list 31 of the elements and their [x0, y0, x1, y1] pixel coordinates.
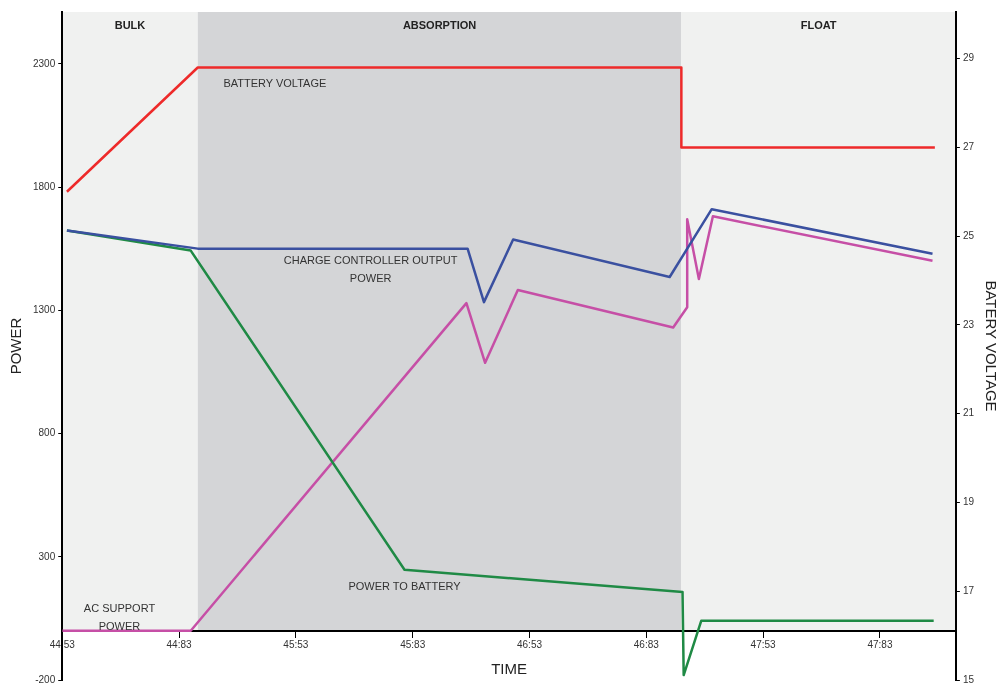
band-label: ABSORPTION: [402, 18, 477, 31]
x-tick-label: 44:83: [166, 639, 193, 651]
y2-tick-label: 15: [962, 673, 975, 685]
y2-tick-label: 21: [962, 407, 975, 419]
band-label: FLOAT: [800, 18, 837, 31]
series-label: AC SUPPORT POWER: [83, 602, 156, 633]
x-tick-label: 45:83: [400, 639, 426, 651]
x-tick-label: 47:83: [867, 639, 893, 651]
y2-tick-label: 19: [962, 496, 975, 508]
series-label: CHARGE CONTROLLER OUTPUT POWER: [283, 253, 458, 284]
y2-tick-label: 25: [962, 229, 975, 241]
x-tick-label: 46:83: [633, 639, 660, 651]
x-tick-label: 47:53: [750, 639, 777, 651]
y2-tick-label: 17: [962, 584, 975, 596]
y-tick-label: 2300: [33, 57, 56, 69]
y2-tick-label: 23: [962, 318, 975, 330]
y-tick-label: 1800: [33, 180, 56, 192]
series-label: BATTERY VOLTAGE: [223, 77, 327, 90]
x-tick-label: 45:53: [283, 639, 309, 651]
x-axis-title: TIME: [491, 659, 527, 677]
y2-tick-label: 27: [962, 141, 975, 153]
band-label: BULK: [114, 18, 146, 31]
x-tick-label: 46:53: [516, 639, 543, 651]
y-axis-title: POWER: [7, 317, 25, 375]
y2-tick-label: 29: [962, 52, 975, 64]
y-tick-label: -200: [35, 673, 56, 685]
y2-axis-title: BATERY VOLTAGE: [982, 280, 1000, 412]
y-tick-label: 800: [38, 427, 56, 439]
y-tick-label: 1300: [33, 304, 56, 316]
series-label: POWER TO BATTERY: [348, 580, 462, 593]
y-tick-label: 300: [38, 550, 56, 562]
